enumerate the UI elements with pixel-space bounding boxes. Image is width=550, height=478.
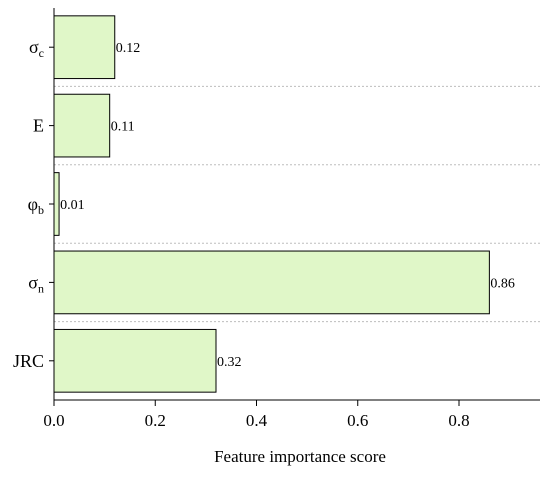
bar-2 (53, 172, 60, 236)
y-axis: σc Eφb σn JRC (13, 8, 55, 400)
bar-4 (53, 328, 217, 393)
y-tick-label: σn (28, 272, 44, 295)
grid-layer (54, 85, 540, 323)
bar-0 (53, 15, 116, 80)
bar-3 (53, 250, 490, 315)
x-axis-title: Feature importance score (214, 447, 386, 466)
value-labels-layer: 0.12 0.11 0.01 0.86 0.32 (60, 41, 515, 370)
value-label: 0.32 (217, 355, 242, 370)
y-tick-label: JRC (13, 351, 44, 371)
x-tick-label: 0.2 (145, 411, 166, 430)
x-tick-label: 0.0 (43, 411, 64, 430)
value-label: 0.01 (60, 198, 85, 213)
x-tick-label: 0.8 (448, 411, 469, 430)
x-axis: 0.0 0.2 0.4 0.6 0.8 (43, 399, 540, 430)
value-label: 0.11 (111, 120, 135, 135)
bars-layer (53, 15, 490, 393)
value-label: 0.86 (490, 276, 515, 291)
y-tick-label: E (33, 116, 44, 136)
value-label: 0.12 (116, 41, 141, 56)
x-tick-label: 0.6 (347, 411, 368, 430)
y-tick-label: φb (28, 194, 44, 217)
y-tick-label: σc (29, 37, 44, 60)
x-tick-label: 0.4 (246, 411, 268, 430)
bar-1 (53, 93, 111, 158)
